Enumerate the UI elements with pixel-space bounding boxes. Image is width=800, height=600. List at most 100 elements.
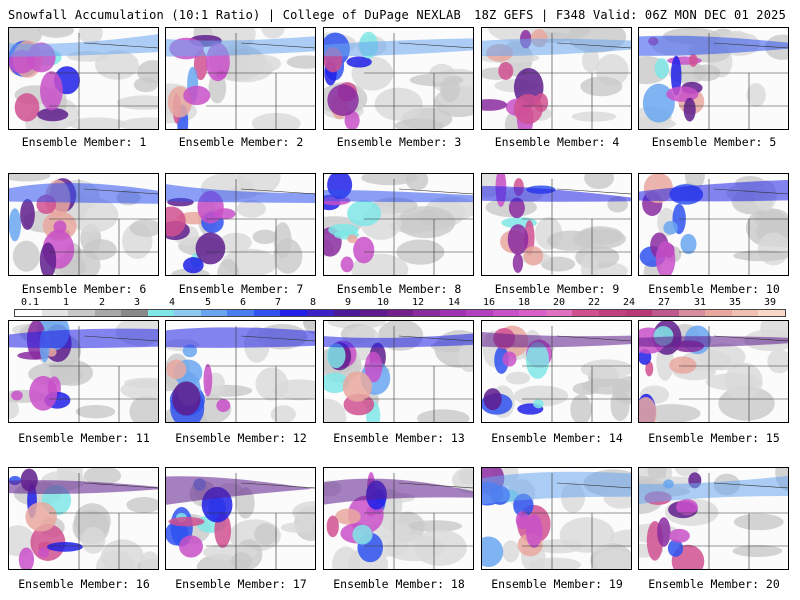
colorbar-label: 3 bbox=[133, 297, 141, 308]
colorbar-bin bbox=[572, 310, 600, 316]
colorbar-label: 16 bbox=[482, 297, 496, 308]
colorbar-bin bbox=[227, 310, 254, 316]
snowfall-map-graphic bbox=[324, 31, 473, 129]
colorbar-bin bbox=[147, 310, 175, 316]
ensemble-member-map bbox=[323, 320, 474, 423]
colorbar-bin bbox=[386, 310, 414, 316]
snowfall-map-graphic bbox=[482, 468, 631, 569]
colorbar-bin bbox=[545, 310, 573, 316]
ensemble-member-map bbox=[638, 173, 789, 276]
ensemble-member-map bbox=[323, 467, 474, 570]
ensemble-member-label: Ensemble Member: 12 bbox=[175, 431, 307, 445]
colorbar-bin bbox=[705, 310, 732, 316]
snowfall-map-graphic bbox=[9, 28, 158, 129]
colorbar-bin bbox=[652, 310, 679, 316]
colorbar-bin bbox=[439, 310, 467, 316]
ensemble-member-map bbox=[8, 27, 159, 130]
snowfall-map-graphic bbox=[482, 174, 631, 275]
colorbar-label: 18 bbox=[517, 297, 531, 308]
colorbar-label: 24 bbox=[622, 297, 636, 308]
snowfall-map-graphic bbox=[9, 468, 158, 569]
snowfall-map-graphic bbox=[166, 321, 315, 422]
colorbar-bin bbox=[174, 310, 201, 316]
ensemble-member-map bbox=[8, 173, 159, 276]
colorbar-bin bbox=[253, 310, 281, 316]
model-run-info: 18Z GEFS | F348 Valid: 06Z MON DEC 01 20… bbox=[474, 8, 786, 22]
ensemble-member-map bbox=[481, 173, 632, 276]
ensemble-member-map bbox=[481, 27, 632, 130]
colorbar-bin bbox=[41, 310, 69, 316]
colorbar-bin bbox=[678, 310, 706, 316]
colorbar-label: 9 bbox=[344, 297, 352, 308]
colorbar-label: 8 bbox=[309, 297, 317, 308]
ensemble-member-map bbox=[165, 467, 316, 570]
snowfall-map-graphic bbox=[482, 28, 631, 129]
ensemble-member-label: Ensemble Member: 3 bbox=[336, 135, 462, 149]
snowfall-map-graphic bbox=[639, 321, 788, 422]
ensemble-member-label: Ensemble Member: 10 bbox=[648, 282, 780, 296]
snowfall-map-graphic bbox=[482, 325, 631, 422]
colorbar-bin bbox=[492, 310, 520, 316]
colorbar-bin bbox=[599, 310, 626, 316]
colorbar-label: 14 bbox=[447, 297, 461, 308]
colorbar-label: 35 bbox=[728, 297, 742, 308]
colorbar-label: 0.1 bbox=[20, 297, 40, 308]
snowfall-map-graphic bbox=[639, 174, 788, 275]
ensemble-member-map bbox=[8, 467, 159, 570]
colorbar-bin bbox=[200, 310, 228, 316]
snowfall-map-graphic bbox=[324, 468, 473, 569]
colorbar-label: 5 bbox=[204, 297, 212, 308]
colorbar-label: 12 bbox=[411, 297, 425, 308]
colorbar-label: 27 bbox=[657, 297, 671, 308]
colorbar-bin bbox=[307, 310, 334, 316]
ensemble-member-label: Ensemble Member: 16 bbox=[18, 577, 150, 591]
ensemble-member-map bbox=[165, 27, 316, 130]
map-title: Snowfall Accumulation (10:1 Ratio) | Col… bbox=[8, 8, 461, 22]
colorbar-bin bbox=[731, 310, 759, 316]
ensemble-member-map bbox=[481, 467, 632, 570]
snowfall-map-graphic bbox=[166, 28, 315, 129]
colorbar-label: 22 bbox=[587, 297, 601, 308]
snowfall-map-graphic bbox=[324, 321, 473, 422]
ensemble-member-label: Ensemble Member: 19 bbox=[491, 577, 623, 591]
ensemble-member-label: Ensemble Member: 7 bbox=[178, 282, 304, 296]
colorbar-label: 6 bbox=[239, 297, 247, 308]
ensemble-member-label: Ensemble Member: 17 bbox=[175, 577, 307, 591]
ensemble-member-label: Ensemble Member: 18 bbox=[333, 577, 465, 591]
ensemble-member-map bbox=[638, 320, 789, 423]
snowfall-map-graphic bbox=[166, 174, 315, 275]
colorbar-bin bbox=[466, 310, 493, 316]
colorbar-bin bbox=[280, 310, 308, 316]
ensemble-member-label: Ensemble Member: 11 bbox=[18, 431, 150, 445]
colorbar-label: 31 bbox=[693, 297, 707, 308]
colorbar-label: 4 bbox=[168, 297, 176, 308]
colorbar-bin bbox=[68, 310, 95, 316]
ensemble-member-label: Ensemble Member: 13 bbox=[333, 431, 465, 445]
colorbar-label: 10 bbox=[376, 297, 390, 308]
ensemble-member-map bbox=[481, 320, 632, 423]
snowfall-map-graphic bbox=[9, 321, 158, 422]
ensemble-member-label: Ensemble Member: 9 bbox=[494, 282, 620, 296]
colorbar-bin bbox=[121, 310, 148, 316]
colorbar-bin bbox=[333, 310, 361, 316]
ensemble-member-label: Ensemble Member: 2 bbox=[178, 135, 304, 149]
ensemble-member-map bbox=[323, 27, 474, 130]
ensemble-member-label: Ensemble Member: 1 bbox=[21, 135, 147, 149]
colorbar-bin bbox=[625, 310, 653, 316]
ensemble-member-label: Ensemble Member: 15 bbox=[648, 431, 780, 445]
ensemble-member-label: Ensemble Member: 6 bbox=[21, 282, 147, 296]
colorbar-bin bbox=[360, 310, 387, 316]
colorbar-label: 20 bbox=[552, 297, 566, 308]
colorbar-label: 2 bbox=[98, 297, 106, 308]
ensemble-member-label: Ensemble Member: 8 bbox=[336, 282, 462, 296]
snowfall-map-graphic bbox=[166, 473, 315, 569]
ensemble-member-label: Ensemble Member: 4 bbox=[494, 135, 620, 149]
colorbar-label: 39 bbox=[763, 297, 777, 308]
ensemble-member-map bbox=[165, 320, 316, 423]
colorbar-label: 1 bbox=[62, 297, 70, 308]
ensemble-member-label: Ensemble Member: 20 bbox=[648, 577, 780, 591]
ensemble-member-map bbox=[323, 173, 474, 276]
colorbar-bin bbox=[758, 310, 785, 316]
colorbar-bins bbox=[14, 309, 786, 317]
snowfall-map-graphic bbox=[639, 468, 788, 569]
